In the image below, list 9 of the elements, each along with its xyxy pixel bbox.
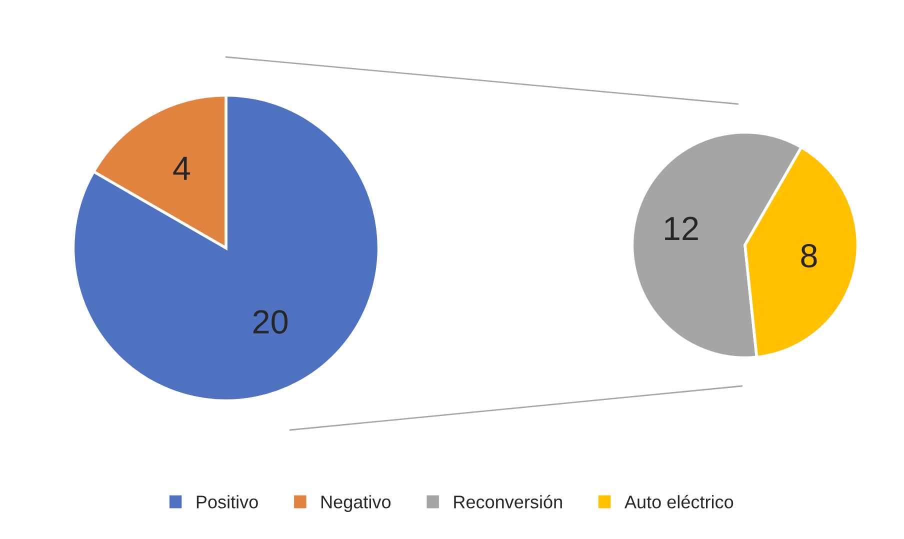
data-label: 4: [173, 156, 190, 180]
data-label: 20: [253, 310, 288, 334]
legend-label: Positivo: [196, 495, 258, 508]
legend-label: Auto eléctrico: [624, 494, 734, 508]
pie-slice: [72, 94, 380, 402]
data-label: 12: [665, 216, 698, 240]
legend-label: Negativo: [322, 495, 391, 512]
data-label: 8: [801, 244, 817, 268]
legend-label: Reconversión: [454, 494, 562, 508]
